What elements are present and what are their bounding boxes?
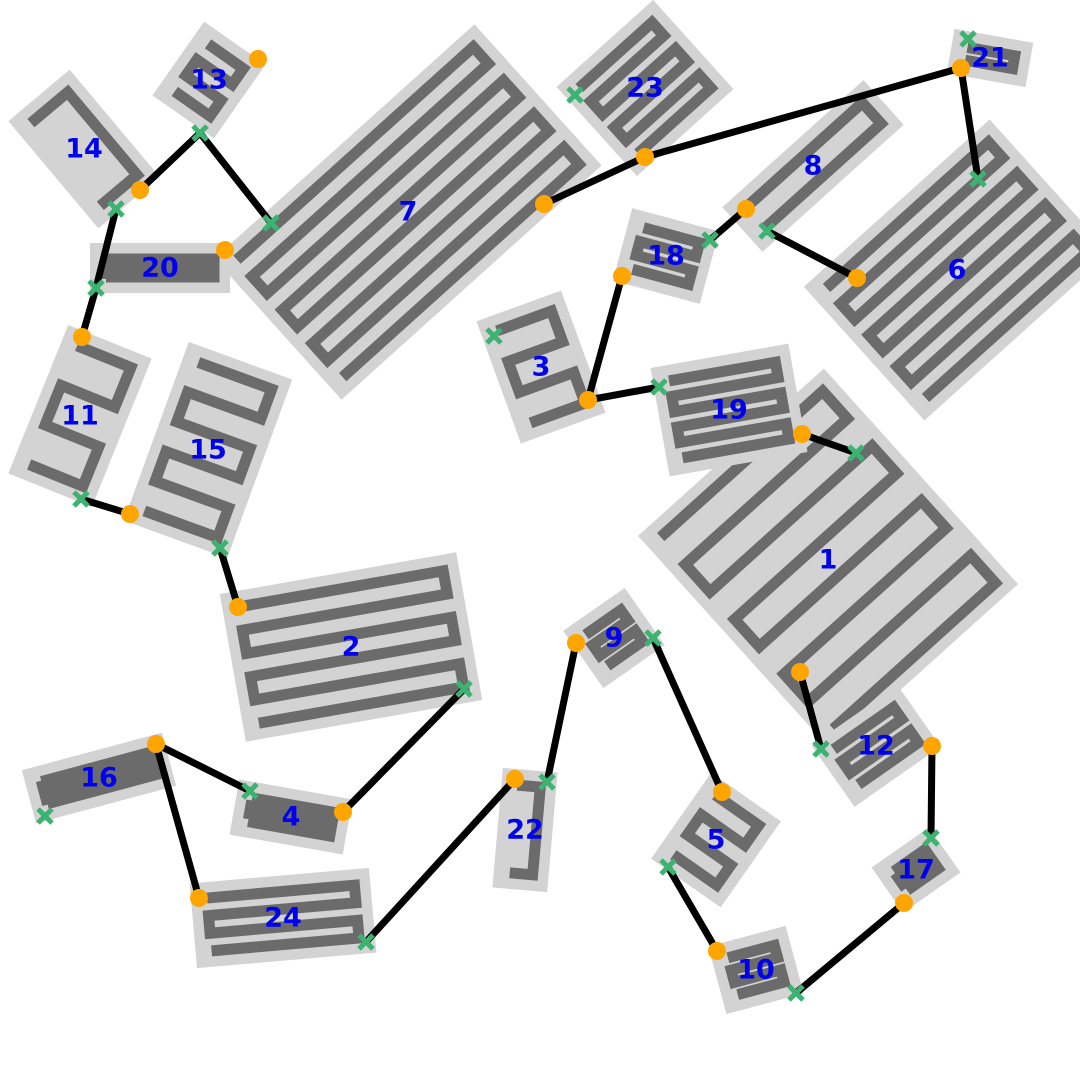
block-17-end-pin [895,894,913,912]
wire-16-24 [156,744,199,898]
block-3-label: 3 [532,352,551,383]
block-24-label: 24 [264,903,302,934]
block-23-end-pin [636,148,654,166]
block-20-end-pin [216,241,234,259]
wire-9-5 [653,638,722,792]
block-16-label: 16 [80,763,118,794]
wire-13-7 [200,133,271,223]
block-13-end-pin [249,50,267,68]
block-7-label: 7 [399,197,418,228]
wire-19-3 [588,387,659,400]
block-8-label: 8 [804,151,823,182]
block-6-end-pin [848,269,866,287]
block-9-end-pin [567,634,585,652]
block-19-end-pin [793,425,811,443]
wire-10-17 [796,903,904,993]
block-11-end-pin [73,328,91,346]
block-1-end-pin [791,663,809,681]
block-19-label: 19 [710,395,748,426]
block-3-end-pin [579,391,597,409]
block-8-end-pin [737,200,755,218]
block-4-label: 4 [282,802,301,833]
block-21-end-pin [952,59,970,77]
wire-24-22 [366,779,515,942]
block-6-label: 6 [948,255,967,286]
block-9-label: 9 [605,623,624,654]
block-20-label: 20 [141,253,179,284]
block-17-label: 17 [897,855,935,886]
wire-3-18 [588,276,622,400]
block-2-label: 2 [342,632,361,663]
block-22-label: 22 [506,815,544,846]
block-7-end-pin [535,195,553,213]
block-21-label: 21 [971,43,1009,74]
block-23-label: 23 [626,73,664,104]
block-5-label: 5 [707,825,726,856]
block-24-end-pin [190,889,208,907]
block-10-end-pin [708,942,726,960]
block-22-end-pin [506,770,524,788]
block-2-end-pin [229,598,247,616]
block-10-label: 10 [737,955,775,986]
block-15-label: 15 [189,435,227,466]
wire-22-9 [547,643,576,782]
block-12-end-pin [923,737,941,755]
block-12-label: 12 [857,731,895,762]
block-11-label: 11 [61,401,99,432]
block-14-label: 14 [65,134,103,165]
block-16-end-pin [147,735,165,753]
wire-17-12 [931,746,932,838]
block-15-end-pin [121,505,139,523]
block-18-end-pin [613,267,631,285]
wire-13-14 [140,133,200,190]
block-5-end-pin [713,783,731,801]
block-1-label: 1 [819,545,838,576]
block-13-label: 13 [190,65,228,96]
block-14-end-pin [131,181,149,199]
block-4-end-pin [334,803,352,821]
block-18-label: 18 [647,241,685,272]
